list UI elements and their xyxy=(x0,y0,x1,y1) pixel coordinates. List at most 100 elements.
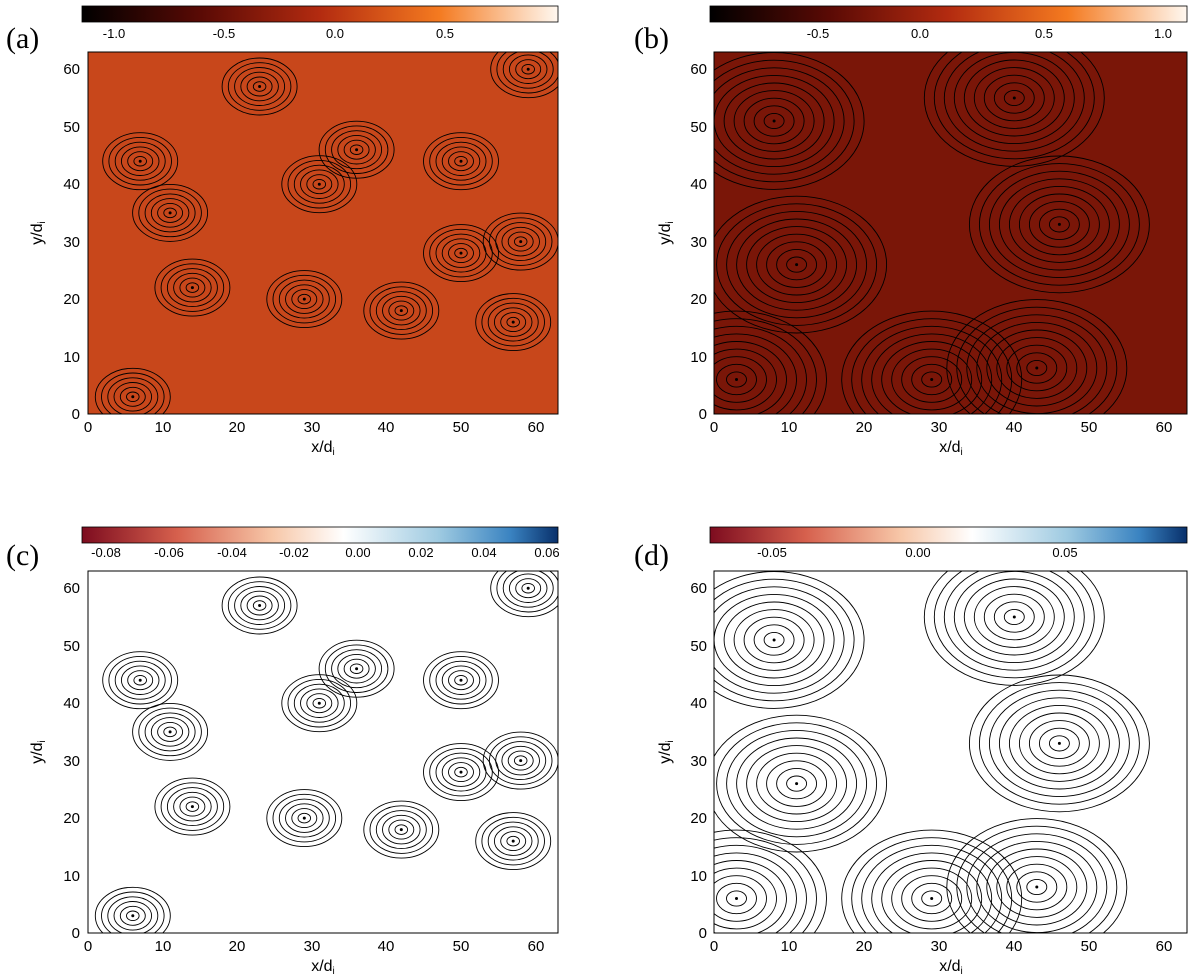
x-tick-label: 20 xyxy=(856,419,873,436)
flux-contour xyxy=(963,59,1065,137)
flux-contour xyxy=(281,155,358,214)
flux-contour xyxy=(891,348,973,411)
flux-contour xyxy=(968,674,1150,813)
flux-contour xyxy=(120,146,160,176)
x-tick-label: 60 xyxy=(1156,938,1173,955)
flux-contour xyxy=(482,731,558,790)
flux-contour xyxy=(1026,359,1048,377)
flux-contour xyxy=(343,658,370,679)
flux-contour xyxy=(988,689,1130,798)
flux-contour xyxy=(756,233,838,296)
flux-contour xyxy=(312,178,327,190)
flux-contour xyxy=(881,860,983,933)
colorbar-ticks: -0.05 0.00 0.05 xyxy=(757,545,1077,560)
flux-contour xyxy=(993,601,1035,633)
flux-contour xyxy=(901,875,963,922)
island-center xyxy=(355,667,359,671)
colorbar xyxy=(709,526,1188,544)
flux-contour xyxy=(714,714,888,853)
flux-contour xyxy=(448,243,474,264)
x-tick-label: 10 xyxy=(155,419,172,436)
x-tick-label: 20 xyxy=(229,419,246,436)
flux-contour xyxy=(272,274,337,324)
flux-contour xyxy=(746,226,848,304)
flux-contour xyxy=(736,218,858,311)
colorbar xyxy=(81,5,559,23)
flux-contour xyxy=(714,348,777,411)
flux-contour xyxy=(108,655,172,705)
flux-contour xyxy=(496,52,558,94)
flux-contour xyxy=(973,67,1055,129)
flux-contour xyxy=(933,571,1095,679)
y-tick-label: 20 xyxy=(690,291,707,308)
flux-contour xyxy=(726,210,868,319)
flux-contour xyxy=(521,582,535,594)
flux-contour xyxy=(114,141,166,181)
flux-contour xyxy=(266,270,343,329)
colorbar-tick-label: -0.05 xyxy=(757,545,787,560)
flux-contour xyxy=(946,818,1128,933)
flux-contour xyxy=(132,702,209,761)
flux-contour xyxy=(291,808,318,829)
flux-contour xyxy=(714,325,807,414)
y-tick-label: 20 xyxy=(690,810,707,827)
flux-contour xyxy=(714,59,855,183)
flux-contour xyxy=(221,57,298,116)
flux-contour xyxy=(132,183,209,242)
flux-contour xyxy=(871,333,993,414)
flux-contour xyxy=(481,816,545,866)
flux-contour xyxy=(138,707,202,757)
flux-contour xyxy=(714,333,797,414)
flux-contour xyxy=(515,59,542,80)
flux-contour xyxy=(943,52,1085,152)
flux-contour xyxy=(723,601,825,679)
flux-contour xyxy=(901,356,963,403)
colorbar-tick-label: 0.04 xyxy=(471,545,496,560)
flux-contour xyxy=(502,52,554,89)
flux-contour xyxy=(127,670,154,691)
island-center xyxy=(190,805,194,809)
island-center xyxy=(131,914,135,918)
flux-contour xyxy=(1048,735,1070,752)
flux-contour xyxy=(726,371,747,388)
x-axis-label: x/di xyxy=(939,439,963,458)
flux-contour xyxy=(714,860,787,933)
y-tick-label: 60 xyxy=(690,580,707,597)
flux-contour xyxy=(173,791,212,822)
flux-contour xyxy=(488,736,553,785)
flux-contour xyxy=(1038,727,1080,760)
flux-contour xyxy=(266,789,343,848)
flux-contour xyxy=(911,363,953,396)
y-axis-label: y/di xyxy=(29,740,48,764)
flux-contour xyxy=(493,826,533,856)
flux-contour xyxy=(763,631,785,649)
flux-contour xyxy=(343,139,370,160)
flux-contour xyxy=(337,653,376,684)
x-tick-label: 0 xyxy=(84,938,92,955)
y-tick-label: 0 xyxy=(699,406,707,423)
island-center xyxy=(302,816,306,820)
y-axis-label: y/di xyxy=(29,221,48,245)
flux-contour xyxy=(240,71,279,102)
flux-contour xyxy=(349,144,364,155)
island-center xyxy=(795,782,799,786)
x-axis-ticks: 0 10 20 30 40 50 60 xyxy=(84,419,545,436)
flux-contour xyxy=(133,155,147,167)
flux-contour xyxy=(1016,352,1058,384)
flux-contour xyxy=(733,609,815,671)
flux-contour xyxy=(956,306,1118,414)
y-tick-label: 40 xyxy=(63,695,80,712)
island-center xyxy=(519,240,523,244)
y-tick-label: 60 xyxy=(63,580,80,597)
flux-contour xyxy=(733,90,815,152)
x-tick-label: 60 xyxy=(528,419,545,436)
island-center xyxy=(772,638,776,642)
flux-contour xyxy=(454,155,468,167)
flux-contour xyxy=(881,341,983,414)
flux-contour xyxy=(716,722,878,845)
flux-contour xyxy=(281,674,358,733)
flux-contour xyxy=(221,576,298,635)
island-center xyxy=(795,263,799,267)
panel-letter: (d) xyxy=(634,539,669,572)
flux-contour xyxy=(841,829,1023,933)
